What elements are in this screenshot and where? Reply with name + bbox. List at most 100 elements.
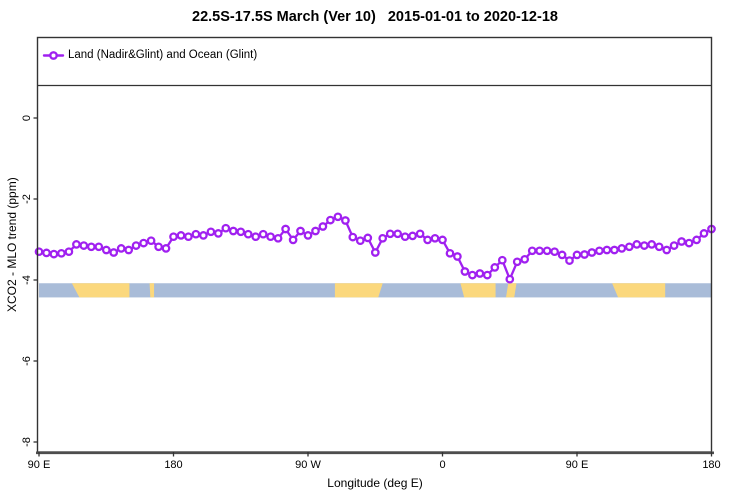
data-point bbox=[662, 245, 672, 255]
data-point bbox=[169, 232, 178, 242]
data-point bbox=[385, 229, 395, 239]
data-point bbox=[281, 224, 290, 234]
data-point bbox=[587, 248, 597, 257]
data-point bbox=[535, 246, 544, 256]
data-point bbox=[602, 245, 612, 255]
data-point bbox=[550, 247, 559, 257]
data-point bbox=[378, 233, 388, 243]
x-tick-label: 180 bbox=[702, 459, 720, 471]
data-point bbox=[654, 242, 664, 252]
y-axis-title: XCO2 - MLO trend (ppm) bbox=[5, 177, 19, 313]
data-point bbox=[348, 232, 358, 242]
data-point bbox=[647, 240, 657, 249]
x-tick-label: 0 bbox=[439, 459, 445, 471]
data-point bbox=[326, 215, 335, 225]
data-point bbox=[213, 229, 223, 238]
data-point bbox=[415, 229, 425, 239]
y-tick-label: -2 bbox=[21, 194, 33, 204]
data-point bbox=[355, 236, 365, 246]
data-point bbox=[475, 269, 485, 278]
land-segment-australia-repeat bbox=[612, 283, 666, 298]
data-point bbox=[266, 232, 275, 242]
data-point bbox=[251, 232, 261, 242]
data-point bbox=[116, 244, 126, 253]
data-point bbox=[333, 212, 343, 222]
land-segment-madagascar bbox=[506, 283, 517, 298]
data-point bbox=[527, 246, 537, 256]
y-tick-label: -4 bbox=[21, 275, 33, 285]
data-point bbox=[580, 250, 589, 259]
data-point bbox=[453, 252, 462, 261]
data-point bbox=[497, 255, 507, 265]
data-point bbox=[669, 241, 679, 250]
data-point bbox=[42, 248, 51, 258]
data-point bbox=[520, 254, 530, 264]
data-point bbox=[146, 236, 156, 246]
legend-entry-label: Land (Nadir&Glint) and Ocean (Glint) bbox=[68, 49, 258, 61]
data-point bbox=[57, 248, 66, 258]
data-point bbox=[438, 235, 447, 245]
chart-title: 22.5S-17.5S March (Ver 10) 2015-01-01 to… bbox=[192, 9, 558, 25]
data-point bbox=[617, 244, 627, 253]
x-tick-label: 90 E bbox=[28, 459, 51, 471]
data-point bbox=[131, 241, 141, 250]
data-point bbox=[94, 242, 104, 252]
data-point bbox=[311, 226, 320, 236]
data-point bbox=[699, 229, 709, 238]
data-point bbox=[505, 274, 515, 284]
data-point bbox=[258, 229, 268, 239]
data-point bbox=[79, 241, 89, 250]
data-point bbox=[692, 235, 701, 245]
data-point bbox=[161, 244, 171, 253]
x-axis-title: Longitude (deg E) bbox=[327, 476, 423, 490]
data-point bbox=[684, 238, 694, 248]
y-tick-label: -6 bbox=[21, 356, 33, 366]
data-point bbox=[318, 222, 328, 231]
land-segment-new-caledonia bbox=[149, 283, 155, 298]
data-point bbox=[565, 256, 574, 265]
data-point bbox=[109, 248, 119, 257]
data-point bbox=[400, 232, 410, 242]
data-point bbox=[423, 235, 432, 245]
data-point bbox=[445, 248, 455, 258]
data-point bbox=[572, 250, 582, 260]
data-point bbox=[370, 248, 380, 257]
data-point bbox=[430, 233, 440, 243]
legend-marker-circle bbox=[49, 51, 58, 60]
data-point bbox=[624, 242, 634, 252]
data-point bbox=[206, 227, 216, 237]
data-point bbox=[363, 233, 373, 243]
data-point bbox=[610, 245, 619, 255]
data-point bbox=[273, 233, 283, 243]
land-segment-australia bbox=[71, 283, 130, 298]
data-point bbox=[34, 247, 44, 257]
data-point bbox=[482, 270, 492, 280]
x-tick-label: 90 E bbox=[566, 459, 589, 471]
data-point bbox=[288, 235, 298, 245]
x-tick-label: 90 W bbox=[295, 459, 321, 471]
data-point bbox=[408, 231, 417, 241]
data-point bbox=[86, 242, 96, 252]
data-point bbox=[468, 270, 477, 280]
data-point bbox=[236, 227, 246, 237]
data-point bbox=[139, 238, 148, 248]
data-point bbox=[124, 245, 134, 255]
data-point bbox=[393, 229, 403, 239]
data-point bbox=[296, 226, 305, 236]
data-point bbox=[639, 241, 649, 250]
data-point bbox=[557, 250, 567, 260]
data-point bbox=[677, 237, 686, 246]
data-point bbox=[595, 246, 604, 256]
y-tick-label: -8 bbox=[21, 437, 33, 447]
data-point bbox=[49, 249, 59, 259]
data-point bbox=[72, 240, 81, 249]
data-point bbox=[490, 263, 500, 272]
data-point bbox=[228, 226, 238, 236]
data-point bbox=[199, 231, 208, 240]
data-point bbox=[341, 216, 350, 225]
data-point bbox=[542, 246, 552, 256]
data-point bbox=[243, 229, 253, 239]
data-point bbox=[191, 229, 201, 239]
data-point bbox=[64, 247, 74, 257]
